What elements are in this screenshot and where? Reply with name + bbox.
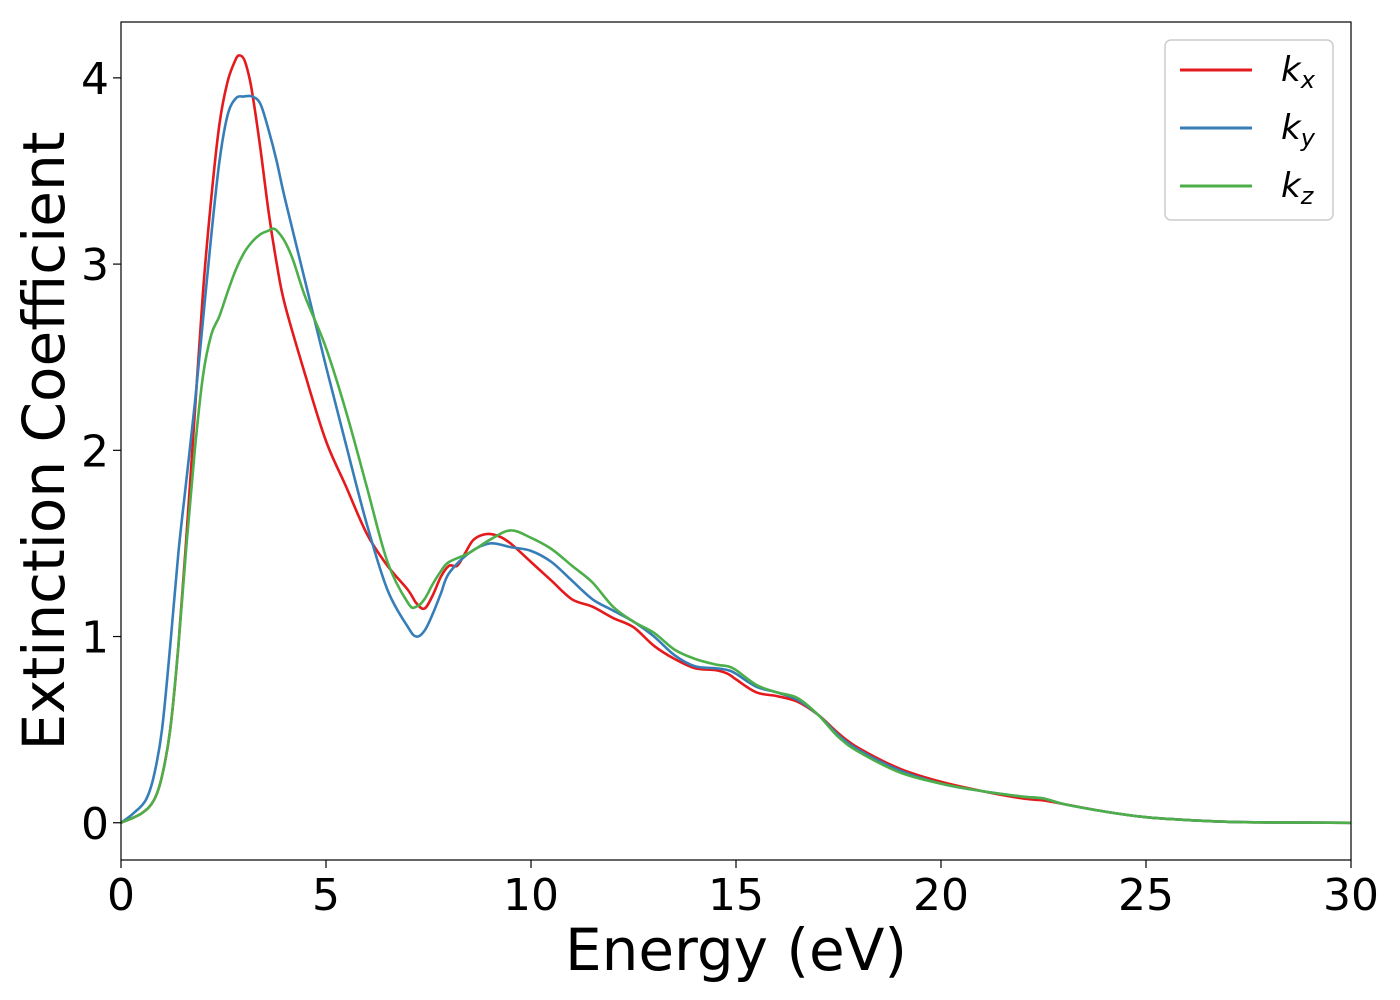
series-line-kz (120, 227, 1352, 825)
legend-label-subscript: z (1300, 182, 1315, 210)
y-tick-label: 1 (81, 613, 109, 664)
x-tick-label: 15 (708, 870, 764, 921)
legend-label-subscript: y (1300, 124, 1316, 152)
legend-label-main: k (1281, 50, 1302, 90)
x-tick-label: 20 (913, 870, 969, 921)
y-axis-label: Extinction Coefficient (10, 132, 78, 751)
legend-label-main: k (1281, 108, 1302, 148)
legend-label-kx: kx (1281, 50, 1316, 94)
x-tick-label: 0 (107, 870, 135, 921)
y-tick-label: 4 (81, 54, 109, 105)
y-tick-label: 2 (81, 426, 109, 477)
y-tick-label: 0 (81, 799, 109, 850)
legend-label-ky: ky (1281, 108, 1316, 152)
x-tick-label: 30 (1323, 870, 1379, 921)
y-axis: 0 1 2 3 4 (81, 54, 121, 850)
series-layer (120, 54, 1352, 825)
x-tick-label: 5 (312, 870, 340, 921)
legend-label-subscript: x (1300, 66, 1316, 94)
legend-label-kz: kz (1281, 166, 1315, 210)
y-tick-label: 3 (81, 240, 109, 291)
x-tick-label: 25 (1118, 870, 1174, 921)
legend-label-main: k (1281, 166, 1302, 206)
x-tick-label: 10 (503, 870, 559, 921)
x-axis: 0 5 10 15 20 25 30 (107, 860, 1379, 921)
x-axis-label: Energy (eV) (565, 916, 907, 984)
legend-box (1164, 39, 1334, 221)
